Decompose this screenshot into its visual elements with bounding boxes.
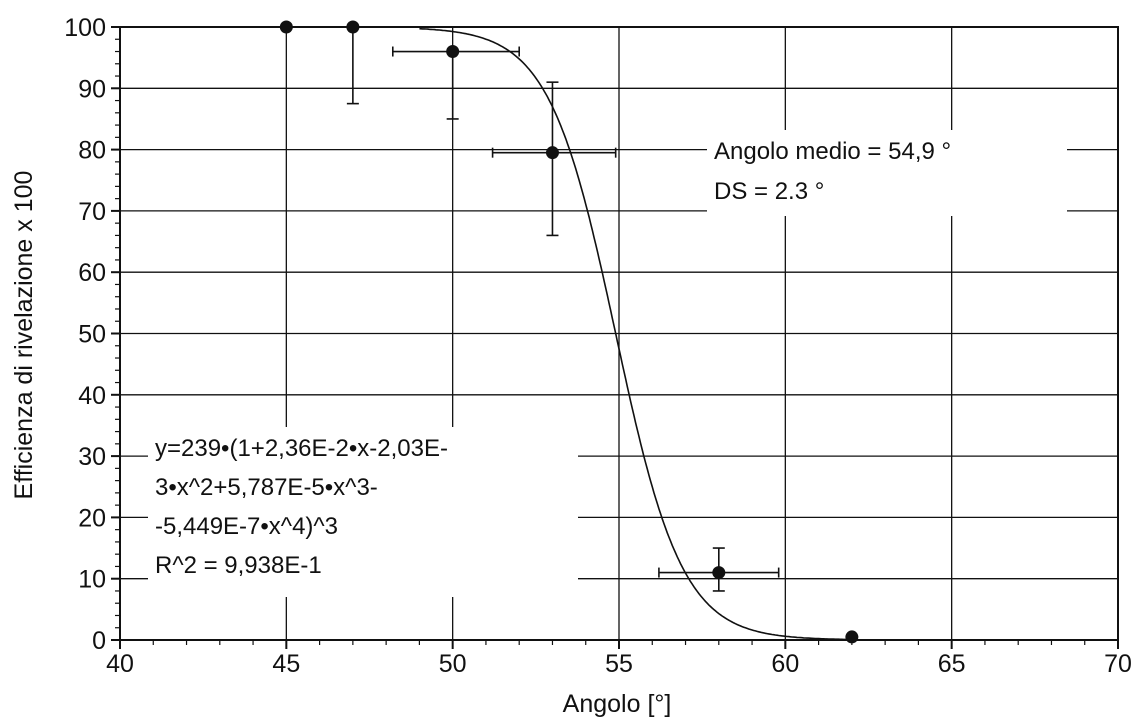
y-tick-label: 50 <box>78 321 106 349</box>
x-tick-label: 60 <box>771 650 799 678</box>
angle-sd-label: DS = 2.3 ° <box>714 178 824 205</box>
x-tick-labels: 40 45 50 55 60 65 70 <box>106 650 1132 678</box>
equation-line-2: 3•x^2+5,787E-5•x^3- <box>155 474 378 501</box>
data-point <box>845 630 859 644</box>
equation-annotation-bg <box>148 427 578 597</box>
equation-r2: R^2 = 9,938E-1 <box>155 552 322 579</box>
angle-mean-label: Angolo medio = 54,9 ° <box>714 138 951 165</box>
x-tick-label: 45 <box>272 650 300 678</box>
fit-curve <box>419 27 852 641</box>
x-tick-label: 40 <box>106 650 134 678</box>
x-tick-label: 50 <box>439 650 467 678</box>
x-tick-label: 70 <box>1104 650 1132 678</box>
y-axis-title: Efficienza di rivelazione x 100 <box>10 171 38 500</box>
y-tick-label: 80 <box>78 137 106 165</box>
y-tick-label: 10 <box>78 566 106 594</box>
data-point <box>712 566 726 580</box>
x-tick-label: 55 <box>605 650 633 678</box>
angle-annotation: Angolo medio = 54,9 ° DS = 2.3 ° <box>707 130 1067 216</box>
y-tick-label: 90 <box>78 75 106 103</box>
x-tick-label: 65 <box>938 650 966 678</box>
tick-marks <box>111 26 1119 649</box>
y-tick-label: 20 <box>78 504 106 532</box>
y-tick-label: 0 <box>92 627 106 655</box>
equation-line-3: -5,449E-7•x^4)^3 <box>155 513 338 540</box>
equation-line-1: y=239•(1+2,36E-2•x-2,03E- <box>155 435 448 462</box>
y-tick-label: 30 <box>78 443 106 471</box>
equation-annotation: y=239•(1+2,36E-2•x-2,03E- 3•x^2+5,787E-5… <box>148 427 578 597</box>
data-point <box>545 146 559 160</box>
x-axis-title: Angolo [°] <box>563 690 672 718</box>
angle-annotation-bg <box>707 130 1067 216</box>
y-tick-label: 60 <box>78 259 106 287</box>
plot-frame <box>119 26 1119 641</box>
y-tick-label: 40 <box>78 382 106 410</box>
y-tick-label: 70 <box>78 198 106 226</box>
y-tick-labels: 0 10 20 30 40 50 60 70 80 90 100 <box>64 14 106 655</box>
data-point <box>446 45 460 59</box>
y-tick-label: 100 <box>64 14 106 42</box>
